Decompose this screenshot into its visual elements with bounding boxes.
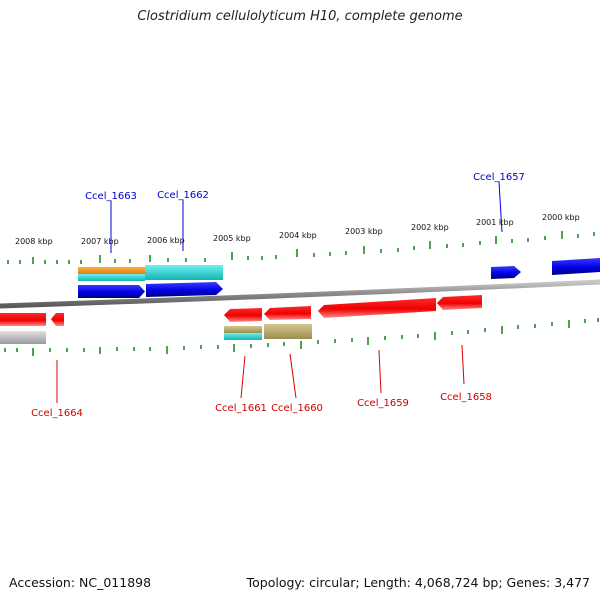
reverse-cds-1664 xyxy=(51,313,64,326)
forward-cds-1663 xyxy=(78,285,145,298)
forward-cds-partial xyxy=(552,258,600,275)
accession-text: Accession: NC_011898 xyxy=(9,575,152,590)
scale-label-2004: 2004 kbp xyxy=(279,231,317,240)
forward-cds-1662 xyxy=(146,282,223,297)
olive-feature-1660 xyxy=(264,324,312,339)
forward-cds-1657 xyxy=(491,266,521,279)
scale-label-2008: 2008 kbp xyxy=(15,237,53,246)
reverse-cds-1660 xyxy=(264,306,311,320)
scale-label-2002: 2002 kbp xyxy=(411,223,449,232)
forward-scale-ticks xyxy=(7,231,595,264)
scale-label-2001: 2001 kbp xyxy=(476,218,514,227)
forward-feature-track xyxy=(78,258,600,298)
gene-label-ccel-1663: Ccel_1663 xyxy=(85,191,137,202)
reverse-cds-1661 xyxy=(224,308,262,322)
scale-label-2000: 2000 kbp xyxy=(542,213,580,222)
scale-label-2006: 2006 kbp xyxy=(147,236,185,245)
scale-label-2005: 2005 kbp xyxy=(213,234,251,243)
genome-summary-text: Topology: circular; Length: 4,068,724 bp… xyxy=(246,575,590,590)
reverse-cds-1658 xyxy=(437,295,482,310)
map-title: Clostridium cellulolyticum H10, complete… xyxy=(137,9,463,24)
scale-labels: 2008 kbp 2007 kbp 2006 kbp 2005 kbp 2004… xyxy=(15,213,580,246)
reverse-gene-labels: Ccel_1664 Ccel_1661 Ccel_1660 Ccel_1659 … xyxy=(31,344,492,419)
reverse-cds-1659 xyxy=(318,298,436,318)
forward-gene-labels: Ccel_1663 Ccel_1662 Ccel_1657 xyxy=(85,172,525,253)
reverse-cds-partial xyxy=(0,313,46,326)
cyan-feature-1662 xyxy=(145,265,223,280)
scale-label-2007: 2007 kbp xyxy=(81,237,119,246)
cyan-feature-1663 xyxy=(78,274,145,281)
gene-label-ccel-1661: Ccel_1661 xyxy=(215,403,267,414)
gene-label-ccel-1660: Ccel_1660 xyxy=(271,403,323,414)
reverse-feature-track xyxy=(0,295,482,344)
gene-label-ccel-1662: Ccel_1662 xyxy=(157,190,209,201)
gene-label-ccel-1658: Ccel_1658 xyxy=(440,392,492,403)
scale-label-2003: 2003 kbp xyxy=(345,227,383,236)
orange-feature-1663 xyxy=(78,267,145,274)
cyan-feature-1661 xyxy=(224,333,262,340)
grey-feature-partial xyxy=(0,331,46,344)
gene-label-ccel-1657: Ccel_1657 xyxy=(473,172,525,183)
olive-feature-1661 xyxy=(224,326,262,333)
gene-label-ccel-1659: Ccel_1659 xyxy=(357,398,409,409)
gene-label-ccel-1664: Ccel_1664 xyxy=(31,408,83,419)
reverse-scale-ticks xyxy=(4,318,599,356)
genome-backbone xyxy=(0,279,600,309)
